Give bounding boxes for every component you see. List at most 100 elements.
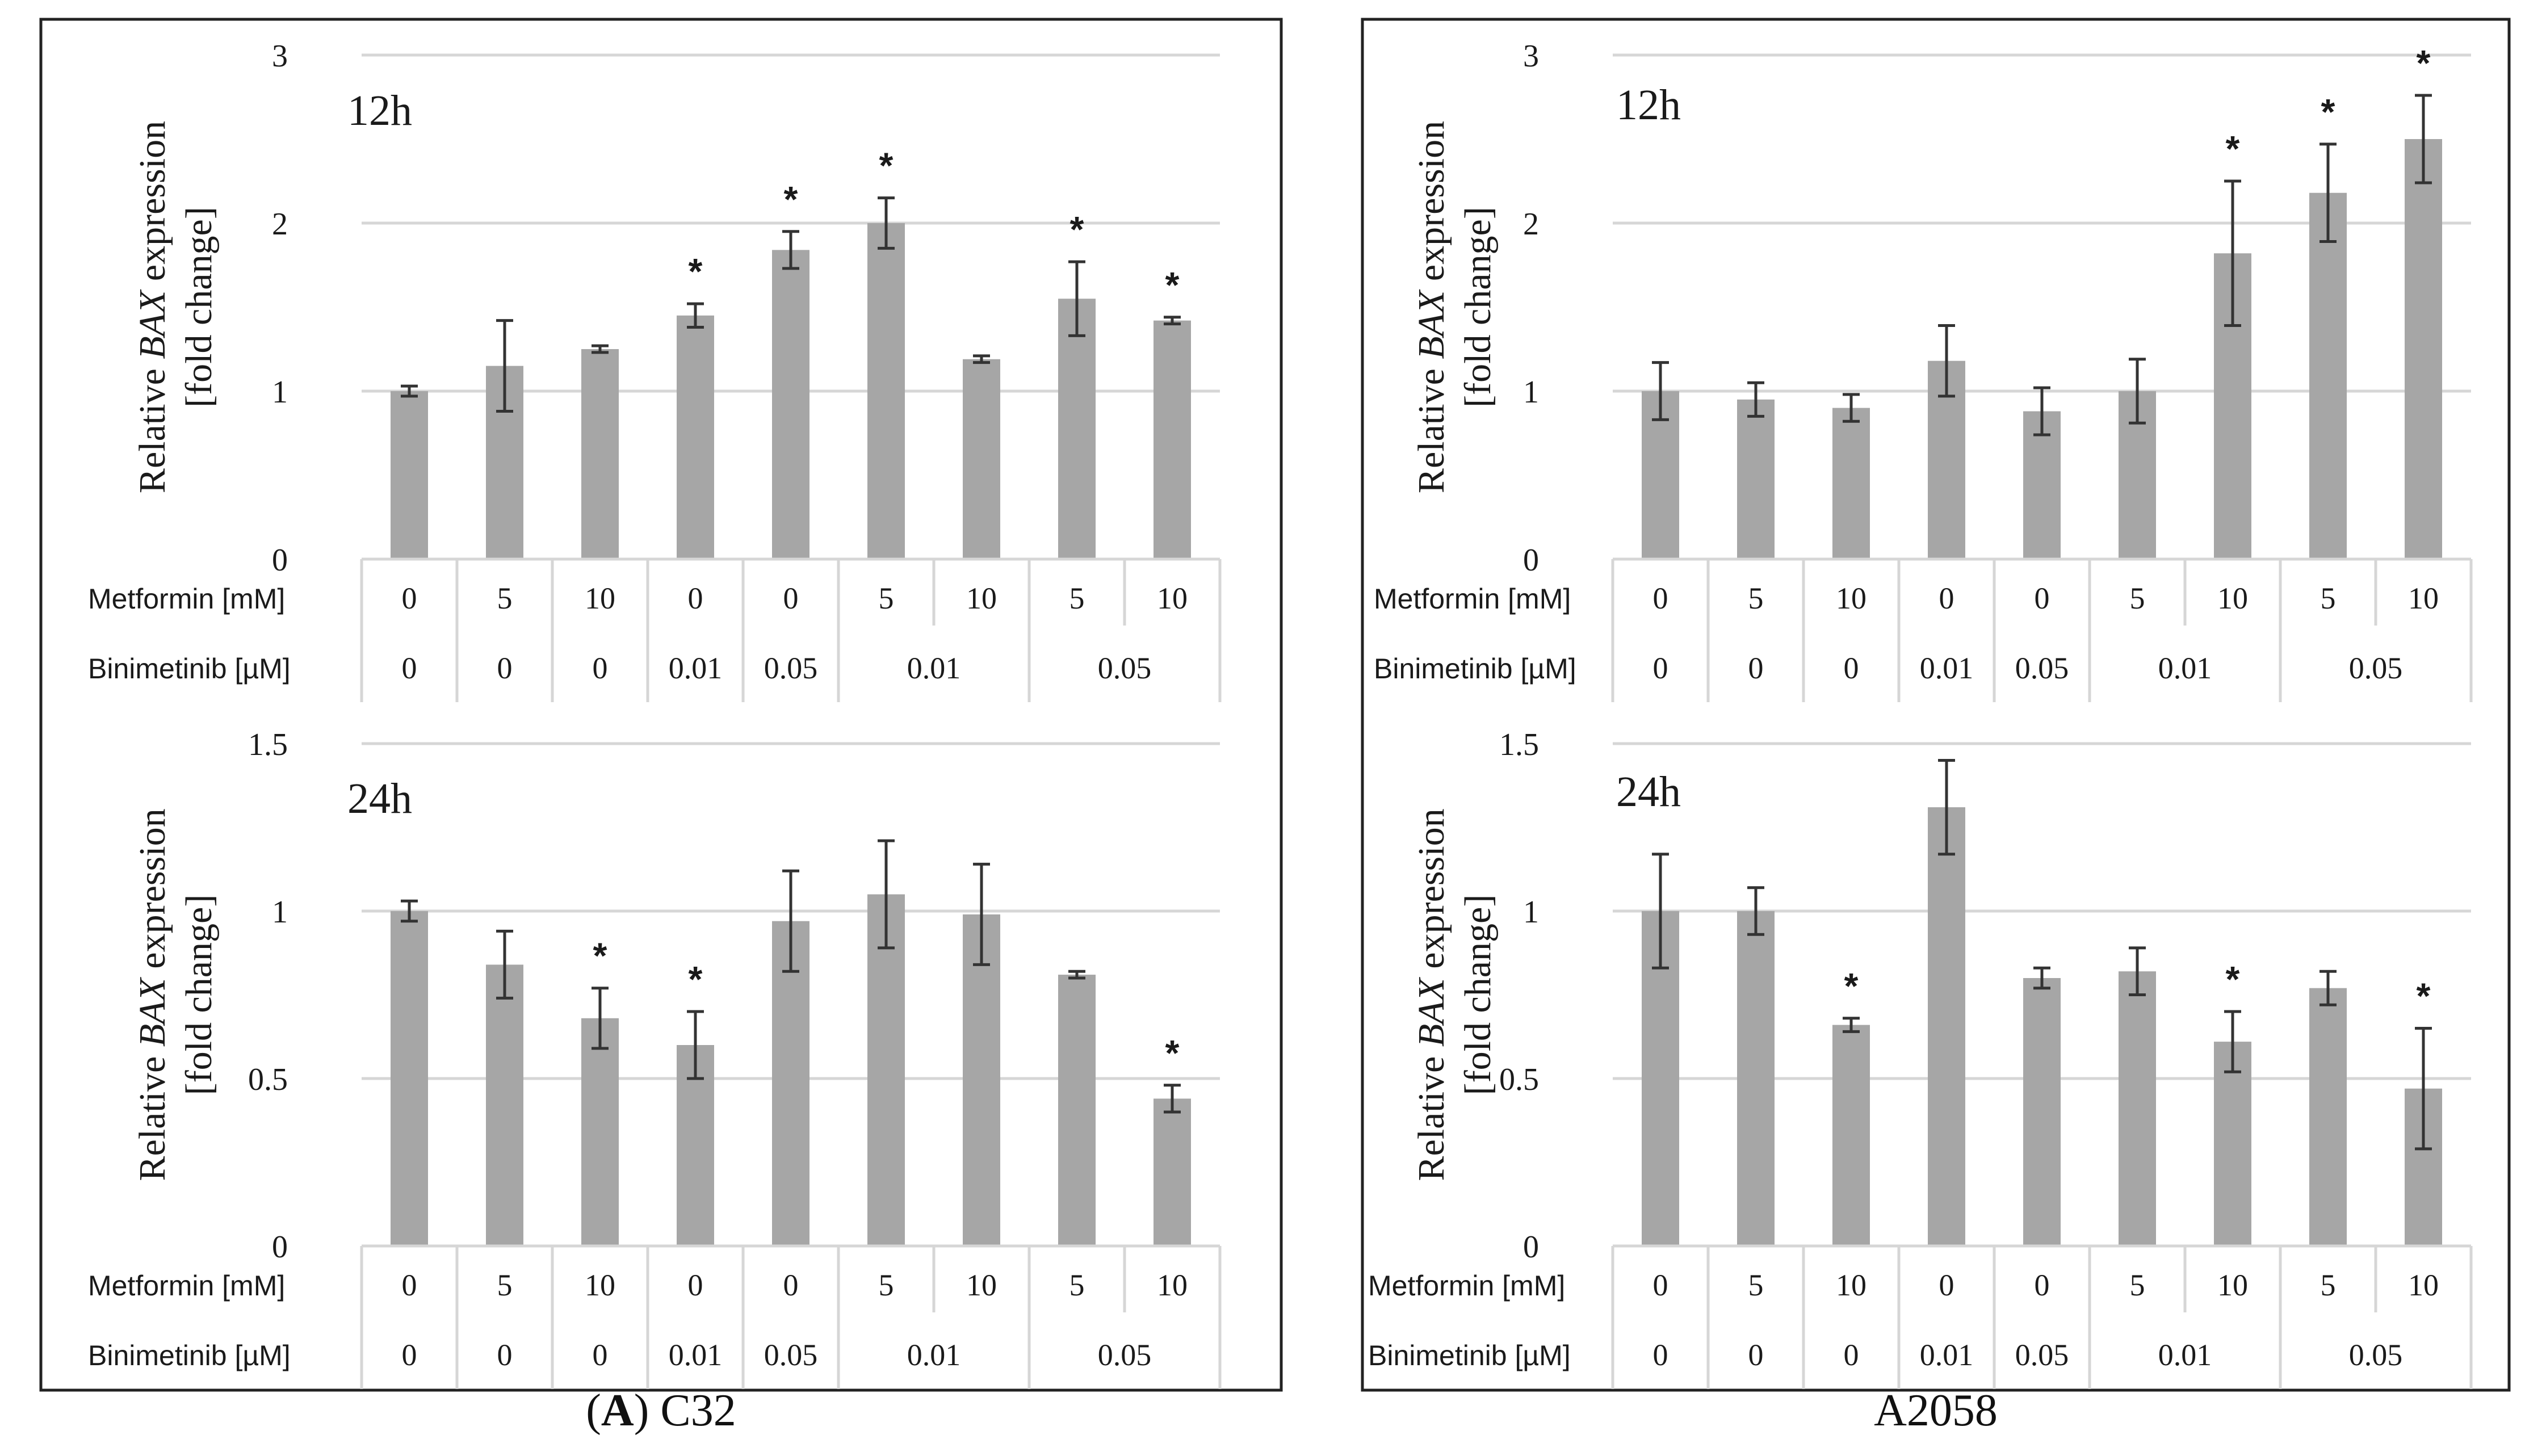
panel-frame-a2058 [1361,18,2511,1392]
bar [2119,971,2156,1246]
bar [391,911,428,1246]
metformin-value: 10 [1836,1268,1866,1302]
binimetinib-value: 0 [593,1338,608,1372]
metformin-value: 0 [1653,581,1668,615]
y-axis-label-suffix: expression [132,121,173,291]
binimetinib-value: 0 [1653,651,1668,685]
bar [772,921,809,1246]
metformin-row-label: Metformin [mM] [1374,583,1571,615]
metformin-value: 10 [966,581,997,615]
metformin-value: 10 [585,581,615,615]
y-axis-label-line2: [fold change] [178,207,220,408]
metformin-value: 5 [497,1268,513,1302]
bar [1154,1098,1191,1246]
y-axis-label-prefix: Relative [132,1047,173,1181]
bar [1154,320,1191,559]
y-axis-label-suffix: expression [1411,808,1452,978]
y-axis-label: Relative BAX expression [1411,121,1452,493]
y-axis-label: Relative BAX expression [1411,808,1452,1181]
y-axis-label-gene: BAX [1411,977,1452,1047]
bar [963,914,1000,1246]
timepoint-title: 12h [347,87,412,135]
metformin-value: 10 [585,1268,615,1302]
caption-panel-letter: A [601,1386,634,1436]
significance-marker: * [2321,91,2335,132]
timepoint-title: 12h [1616,81,1681,129]
metformin-row-label: Metformin [mM] [88,583,285,615]
y-axis-label-suffix: expression [1411,121,1452,291]
metformin-value: 10 [1836,581,1866,615]
chart-c32-12h: 0 1 2 3 Relative BAX expression[fold change]… [88,39,1222,702]
significance-marker: * [593,935,607,976]
metformin-value: 5 [2321,1268,2336,1302]
metformin-value: 0 [783,581,799,615]
bar [2309,988,2347,1246]
significance-marker: * [1070,209,1084,250]
binimetinib-value: 0 [497,651,513,685]
significance-marker: * [1165,1033,1180,1073]
significance-marker: * [1844,966,1859,1006]
metformin-value: 5 [1748,1268,1764,1302]
binimetinib-value: 0.01 [669,651,723,685]
bar [2023,978,2061,1246]
y-tick-label: 1 [1523,895,1539,930]
binimetinib-value: 0.01 [907,1338,961,1372]
binimetinib-value: 0.05 [2015,1338,2069,1372]
y-tick-label: 1.5 [1499,727,1539,762]
binimetinib-value: 0 [497,1338,513,1372]
bar [1928,807,1965,1246]
timepoint-title: 24h [1616,768,1681,816]
y-tick-label: 0.5 [1499,1062,1539,1097]
y-tick-label: 1 [1523,375,1539,410]
significance-marker: * [2417,43,2431,83]
binimetinib-value: 0 [593,651,608,685]
bar [1058,975,1096,1246]
binimetinib-value: 0.05 [2015,651,2069,685]
y-axis-label-gene: BAX [1411,289,1452,359]
y-tick-label: 3 [272,39,288,74]
metformin-value: 10 [966,1268,997,1302]
metformin-row-label: Metformin [mM] [88,1270,285,1302]
metformin-value: 10 [2408,581,2439,615]
metformin-value: 0 [688,581,703,615]
binimetinib-value: 0.05 [2349,651,2403,685]
metformin-value: 0 [783,1268,799,1302]
bar [963,359,1000,559]
bar [772,250,809,559]
y-axis-label-line2: [fold change] [1457,895,1499,1096]
binimetinib-value: 0.05 [764,1338,818,1372]
binimetinib-row-label: Binimetinib [µM] [1368,1340,1571,1371]
metformin-value: 0 [402,1268,417,1302]
metformin-value: 5 [1069,581,1085,615]
bar [1832,1025,1870,1246]
y-tick-label: 2 [272,207,288,242]
significance-marker: * [879,145,894,186]
significance-marker: * [2226,959,2240,1000]
binimetinib-value: 0 [1748,1338,1764,1372]
metformin-value: 5 [2321,581,2336,615]
binimetinib-value: 0 [402,651,417,685]
binimetinib-value: 0.05 [1098,1338,1152,1372]
metformin-value: 5 [2130,581,2145,615]
binimetinib-value: 0.05 [2349,1338,2403,1372]
y-axis-label-gene: BAX [132,977,173,1047]
y-axis-label: Relative BAX expression [132,808,173,1181]
y-axis-label-line2: [fold change] [178,895,220,1096]
y-axis-label-suffix: expression [132,808,173,978]
metformin-value: 10 [1157,1268,1188,1302]
significance-marker: * [1165,265,1180,305]
bar [2309,192,2347,560]
binimetinib-value: 0.01 [907,651,961,685]
y-axis-label: Relative BAX expression [132,121,173,493]
bar [486,964,523,1246]
binimetinib-value: 0.01 [2158,1338,2212,1372]
metformin-value: 5 [1069,1268,1085,1302]
metformin-value: 0 [402,581,417,615]
binimetinib-row-label: Binimetinib [µM] [1374,653,1576,685]
bar [391,391,428,559]
bar [581,1018,619,1246]
y-tick-label: 0 [1523,1230,1539,1265]
bar [2405,139,2442,559]
caption-cell-line: C32 [660,1386,736,1436]
